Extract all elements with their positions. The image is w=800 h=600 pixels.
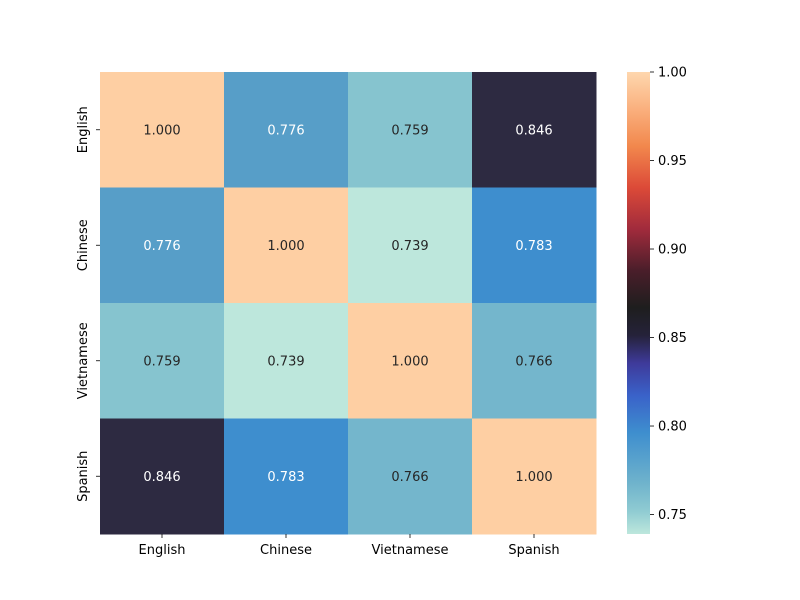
cell-value-label: 1.000 (143, 123, 180, 138)
cell-value-label: 0.759 (391, 123, 428, 138)
colorbar-tick-label: 0.80 (658, 420, 687, 435)
heatmap-cell (100, 303, 225, 419)
heatmap-cell (100, 187, 225, 304)
cell-value-label: 0.783 (515, 239, 552, 254)
cell-value-label: 1.000 (391, 354, 428, 369)
heatmap-cell (100, 72, 225, 188)
heatmap-cell (224, 72, 349, 188)
cell-value-label: 0.739 (391, 239, 428, 254)
heatmap-cell (224, 187, 349, 304)
cell-value-label: 0.846 (143, 470, 180, 485)
heatmap-cell (348, 72, 473, 188)
heatmap-cell (100, 418, 225, 535)
heatmap-cell (224, 418, 349, 535)
x-tick-label: Spanish (508, 543, 559, 558)
cell-value-label: 0.776 (143, 239, 180, 254)
cell-value-label: 0.766 (515, 354, 552, 369)
x-axis: English Chinese Vietnamese Spanish (139, 534, 560, 558)
heatmap-cells: 1.000 0.776 0.759 0.846 0.776 1.000 0.739 0.783… (100, 72, 597, 535)
colorbar-tick-label: 0.75 (658, 508, 687, 523)
cell-value-label: 0.759 (143, 354, 180, 369)
colorbar-gradient (627, 72, 650, 534)
x-tick-label: English (139, 543, 186, 558)
y-tick-label: Chinese (76, 219, 91, 271)
heatmap-cell (472, 72, 597, 188)
y-tick-label: Vietnamese (76, 322, 91, 399)
y-axis: English Chinese Vietnamese Spanish (76, 106, 100, 502)
cell-value-label: 0.766 (391, 470, 428, 485)
heatmap-cell (224, 303, 349, 419)
cell-value-label: 0.739 (267, 354, 304, 369)
heatmap-cell (472, 303, 597, 419)
colorbar-tick-label: 1.00 (658, 66, 687, 81)
cell-value-label: 0.783 (267, 470, 304, 485)
heatmap-cell (472, 418, 597, 535)
heatmap-cell (472, 187, 597, 304)
cell-value-label: 1.000 (515, 470, 552, 485)
colorbar: 0.75 0.80 0.85 0.90 0.95 1.00 (627, 66, 687, 534)
colorbar-tick-label: 0.95 (658, 154, 687, 169)
cell-value-label: 1.000 (267, 239, 304, 254)
x-tick-label: Chinese (260, 543, 312, 558)
heatmap-cell (348, 187, 473, 304)
y-tick-label: Spanish (76, 451, 91, 502)
colorbar-tick-label: 0.90 (658, 243, 687, 258)
heatmap-cell (348, 418, 473, 535)
heatmap-cell (348, 303, 473, 419)
x-tick-label: Vietnamese (372, 543, 449, 558)
y-tick-label: English (76, 106, 91, 153)
cell-value-label: 0.776 (267, 123, 304, 138)
cell-value-label: 0.846 (515, 123, 552, 138)
colorbar-tick-label: 0.85 (658, 331, 687, 346)
